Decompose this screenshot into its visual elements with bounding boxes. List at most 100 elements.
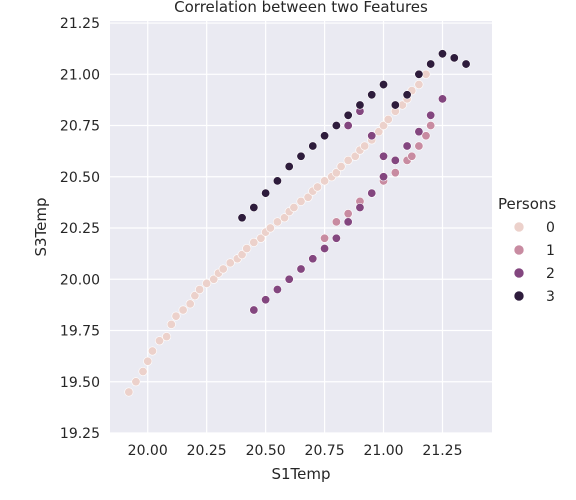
point-persons-3: [261, 188, 271, 198]
point-persons-2: [379, 172, 389, 182]
point-persons-1: [421, 131, 431, 141]
point-persons-0: [237, 250, 247, 260]
point-persons-2: [308, 254, 318, 264]
point-persons-2: [284, 274, 294, 284]
point-persons-0: [249, 237, 259, 247]
legend-label-3: 3: [546, 289, 555, 305]
point-persons-2: [343, 121, 353, 131]
legend-marker-3: [513, 290, 525, 302]
point-persons-0: [147, 346, 157, 356]
point-persons-1: [426, 121, 436, 131]
point-persons-2: [261, 295, 271, 305]
point-persons-0: [374, 127, 384, 137]
point-persons-0: [383, 114, 393, 124]
point-persons-2: [355, 203, 365, 213]
legend-label-2: 2: [546, 266, 555, 282]
x-tick-label: 20.25: [187, 443, 227, 459]
point-persons-3: [284, 162, 294, 172]
point-persons-2: [402, 141, 412, 151]
point-persons-0: [350, 151, 360, 161]
x-tick-label: 21.25: [422, 443, 462, 459]
point-persons-3: [390, 100, 400, 110]
point-persons-0: [190, 291, 200, 301]
point-persons-0: [320, 176, 330, 186]
point-persons-3: [249, 203, 259, 213]
y-tick-label: 19.25: [60, 426, 100, 442]
point-persons-2: [296, 264, 306, 274]
point-persons-0: [256, 233, 266, 243]
y-tick-label: 21.25: [60, 16, 100, 32]
point-persons-3: [237, 213, 247, 223]
point-persons-0: [124, 387, 134, 397]
point-persons-2: [437, 94, 447, 104]
point-persons-0: [414, 80, 424, 90]
point-persons-1: [390, 168, 400, 178]
point-persons-0: [171, 311, 181, 321]
point-persons-0: [336, 162, 346, 172]
x-tick-label: 20.75: [305, 443, 345, 459]
x-tick-labels: 20.00 20.25 20.50 20.75 21.00 21.25: [128, 443, 463, 459]
point-persons-3: [272, 176, 282, 186]
point-persons-0: [279, 213, 289, 223]
point-persons-3: [320, 131, 330, 141]
point-persons-0: [303, 192, 313, 202]
chart-title: Correlation between two Features: [174, 0, 428, 16]
point-persons-0: [242, 244, 252, 254]
y-tick-label: 19.50: [60, 375, 100, 391]
point-persons-0: [225, 258, 235, 268]
point-persons-0: [218, 264, 228, 274]
point-persons-3: [343, 110, 353, 120]
point-persons-0: [162, 332, 172, 342]
point-persons-3: [296, 151, 306, 161]
x-tick-label: 20.50: [246, 443, 286, 459]
point-persons-0: [331, 168, 341, 178]
y-tick-label: 20.50: [60, 170, 100, 186]
point-persons-0: [185, 299, 195, 309]
point-persons-2: [379, 151, 389, 161]
point-persons-0: [343, 155, 353, 165]
x-axis-label: S1Temp: [271, 465, 330, 483]
point-persons-0: [379, 121, 389, 131]
point-persons-1: [343, 209, 353, 219]
point-persons-1: [331, 217, 341, 227]
y-axis-label: S3Temp: [32, 197, 50, 256]
point-persons-3: [449, 53, 459, 63]
y-tick-label: 20.00: [60, 272, 100, 288]
point-persons-2: [249, 305, 259, 315]
point-persons-0: [289, 203, 299, 213]
point-persons-0: [360, 141, 370, 151]
point-persons-3: [402, 90, 412, 100]
point-persons-2: [320, 244, 330, 254]
point-persons-3: [355, 100, 365, 110]
legend: Persons 0 1 2 3: [498, 195, 556, 305]
point-persons-2: [272, 285, 282, 295]
point-persons-0: [195, 285, 205, 295]
point-persons-2: [426, 110, 436, 120]
y-tick-label: 19.75: [60, 324, 100, 340]
point-persons-0: [202, 278, 212, 288]
legend-title: Persons: [498, 195, 556, 213]
point-persons-0: [265, 223, 275, 233]
point-persons-3: [414, 69, 424, 79]
point-persons-1: [414, 141, 424, 151]
point-persons-0: [131, 377, 141, 387]
point-persons-0: [296, 196, 306, 206]
point-persons-2: [367, 131, 377, 141]
y-tick-label: 20.75: [60, 119, 100, 135]
point-persons-0: [138, 367, 148, 377]
legend-marker-2: [513, 267, 525, 279]
y-tick-labels: 19.25 19.50 19.75 20.00 20.25 20.50 20.75 21.00…: [60, 16, 100, 442]
point-persons-0: [272, 217, 282, 227]
point-persons-0: [143, 356, 153, 366]
point-persons-2: [390, 155, 400, 165]
point-persons-3: [437, 49, 447, 59]
point-persons-2: [343, 217, 353, 227]
point-persons-3: [367, 90, 377, 100]
point-persons-3: [426, 59, 436, 69]
point-persons-3: [379, 80, 389, 90]
point-persons-3: [461, 59, 471, 69]
point-persons-2: [331, 233, 341, 243]
legend-label-0: 0: [546, 220, 555, 236]
x-tick-label: 21.00: [363, 443, 403, 459]
